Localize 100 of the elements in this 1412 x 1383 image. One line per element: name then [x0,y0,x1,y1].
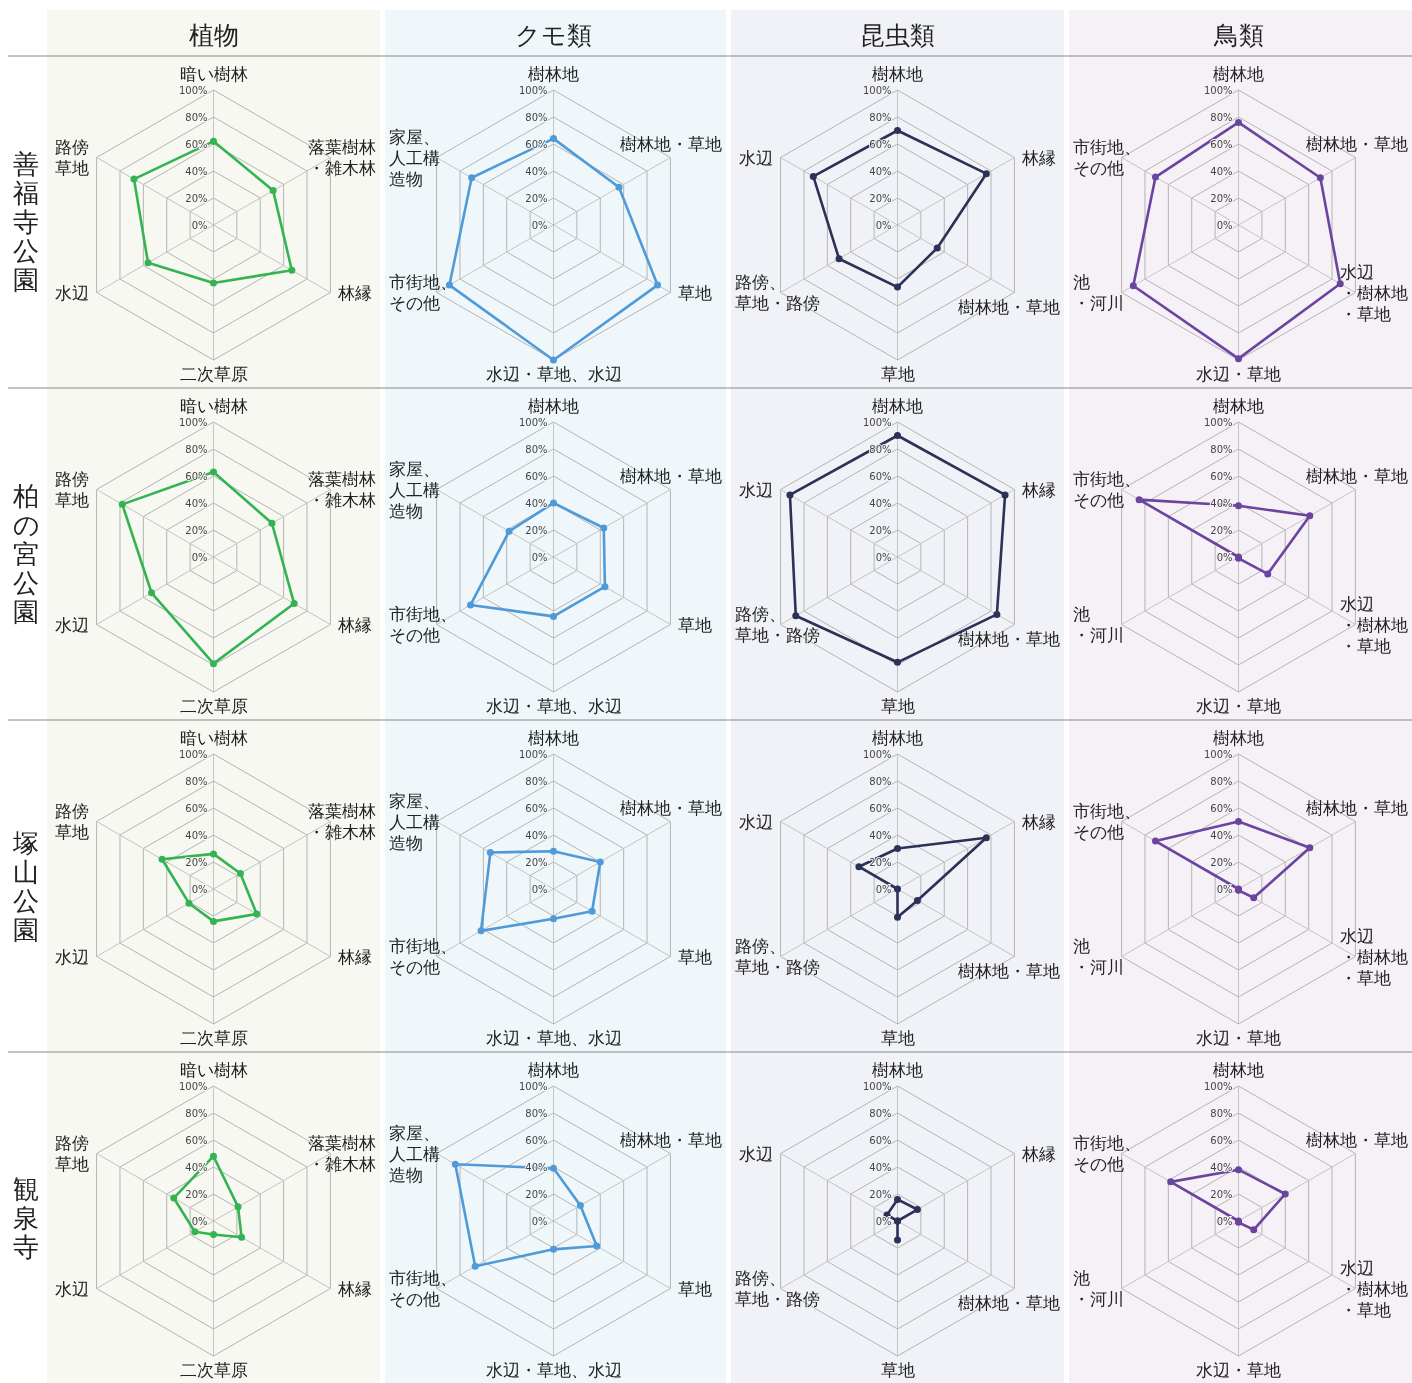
y-tick-label: 60% [185,1135,208,1146]
spoke-label: 水辺・草地、水辺 [485,696,622,716]
spoke-label: 樹林地 [1213,728,1264,748]
spoke-label: 樹林地 [872,1060,923,1080]
y-tick-label: 100% [1203,749,1233,760]
spoke-label: 水辺 [738,147,773,168]
y-tick-label: 100% [1203,1081,1233,1092]
spoke-label: 市街地、その他 [1073,137,1141,178]
spoke-label: 草地 [880,1360,915,1380]
y-tick-label: 60% [525,1135,548,1146]
spoke-label: 池・河川 [1073,1268,1124,1309]
spoke-label: 樹林地・草地 [620,797,722,818]
y-tick-label: 20% [1210,1189,1233,1200]
y-tick-label: 40% [869,1162,892,1173]
spoke-label: 暗い樹林 [179,728,248,748]
y-tick-label: 40% [869,166,892,177]
y-tick-label: 40% [1210,1162,1233,1173]
y-tick-label: 60% [525,471,548,482]
spoke-label: 水辺・樹林地・草地 [1340,1257,1408,1320]
y-tick-label: 0% [531,884,548,895]
y-tick-label: 0% [875,220,892,231]
y-tick-label: 20% [869,1189,892,1200]
spoke-label: 水辺・樹林地・草地 [1340,925,1408,988]
y-tick-label: 40% [1210,166,1233,177]
spoke-label: 池・河川 [1073,272,1124,313]
spoke-label: 林縁 [1021,1143,1057,1164]
spoke-label: 水辺・草地 [1196,364,1281,384]
spoke-label: 水辺・草地 [1196,1360,1281,1380]
y-tick-label: 80% [869,444,892,455]
spoke-label: 樹林地 [528,728,579,748]
y-tick-label: 100% [862,85,892,96]
y-tick-label: 0% [191,884,208,895]
y-tick-label: 0% [531,1216,548,1227]
y-tick-label: 60% [869,139,892,150]
spoke-label: 水辺 [54,1278,89,1299]
spoke-label: 樹林地・草地 [620,1129,722,1150]
y-tick-label: 60% [869,803,892,814]
spoke-label: 水辺 [738,479,773,500]
y-tick-label: 60% [1210,471,1233,482]
spoke-label: 路傍、草地・路傍 [735,1268,820,1309]
y-tick-label: 60% [1210,139,1233,150]
spoke-label: 水辺・樹林地・草地 [1340,593,1408,656]
y-tick-label: 20% [1210,525,1233,536]
y-tick-label: 100% [518,749,548,760]
spoke-label: 路傍、草地・路傍 [735,272,820,313]
spoke-label: 樹林地・草地 [620,133,722,154]
y-tick-label: 60% [869,1135,892,1146]
text: 善福寺公園 [13,149,39,295]
spoke-label: 水辺・草地、水辺 [485,1028,622,1048]
y-tick-label: 20% [525,193,548,204]
y-tick-label: 20% [185,1189,208,1200]
y-tick-label: 100% [862,749,892,760]
y-tick-label: 20% [869,857,892,868]
spoke-label: 池・河川 [1073,604,1124,645]
y-tick-label: 40% [869,830,892,841]
spoke-label: 樹林地 [528,1060,579,1080]
spoke-label: 二次草原 [179,1028,248,1048]
y-tick-label: 80% [869,112,892,123]
spoke-label: 市街地、その他 [389,936,457,977]
spoke-label: 水辺・樹林地・草地 [1340,261,1408,324]
spoke-label: 林縁 [337,946,373,967]
spoke-label: 水辺・草地、水辺 [485,1360,622,1380]
spoke-label: 路傍草地 [54,801,89,842]
spoke-label: 草地 [880,1028,915,1048]
y-tick-label: 20% [185,193,208,204]
y-tick-label: 80% [185,1108,208,1119]
spoke-label: 路傍草地 [54,137,89,178]
y-tick-label: 60% [1210,1135,1233,1146]
y-tick-label: 20% [185,525,208,536]
y-tick-label: 0% [531,552,548,563]
y-tick-label: 0% [1216,1216,1233,1227]
text: 観泉寺 [13,1173,39,1262]
spoke-label: 林縁 [1021,479,1057,500]
spoke-label: 樹林地・草地 [1306,133,1408,154]
y-tick-label: 20% [1210,193,1233,204]
y-tick-label: 40% [869,498,892,509]
y-tick-label: 80% [525,1108,548,1119]
y-tick-label: 0% [1216,884,1233,895]
spoke-label: 草地 [678,282,713,303]
spoke-label: 草地 [678,1278,713,1299]
spoke-label: 暗い樹林 [179,396,248,416]
spoke-label: 落葉樹林・雑木林 [308,469,376,510]
y-tick-label: 0% [1216,552,1233,563]
chart-title: 鳥類 [1212,21,1264,50]
y-tick-label: 100% [862,417,892,428]
spoke-label: 落葉樹林・雑木林 [308,801,376,842]
y-tick-label: 20% [525,525,548,536]
spoke-label: 市街地、その他 [389,604,457,645]
y-tick-label: 80% [525,444,548,455]
spoke-label: 市街地、その他 [1073,1133,1141,1174]
y-tick-label: 60% [869,471,892,482]
spoke-label: 草地 [880,364,915,384]
y-tick-label: 40% [525,498,548,509]
spoke-label: 暗い樹林 [179,64,248,84]
y-tick-label: 100% [1203,417,1233,428]
chart-title: 植物 [188,21,239,50]
spoke-label: 水辺 [738,1143,773,1164]
y-tick-label: 40% [185,830,208,841]
y-tick-label: 80% [869,776,892,787]
y-tick-label: 60% [185,803,208,814]
